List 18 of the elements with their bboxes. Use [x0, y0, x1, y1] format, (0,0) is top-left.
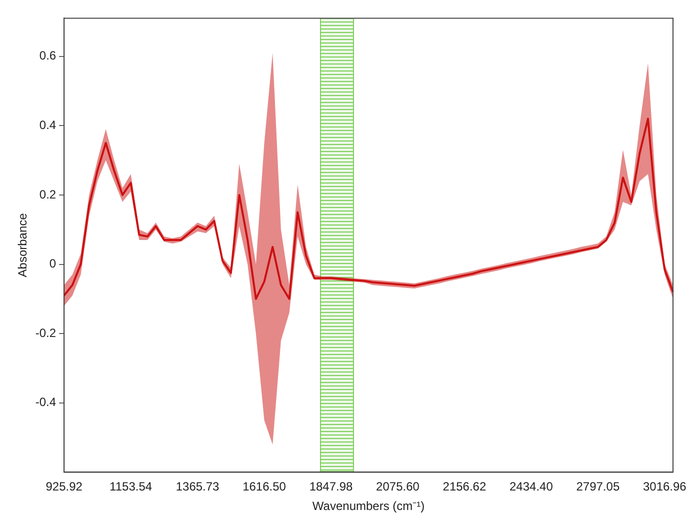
x-tick-label: 1153.54	[110, 480, 152, 494]
x-tick-label: 2797.05	[576, 480, 620, 494]
x-tick-label: 2075.60	[376, 480, 420, 494]
x-tick-label: 2434.40	[510, 480, 554, 494]
y-tick-label: 0.4	[39, 118, 56, 132]
y-tick-label: 0.2	[39, 187, 56, 202]
x-tick-label: 1616.50	[242, 480, 286, 494]
y-tick-label: -0.2	[35, 326, 56, 340]
x-axis-title: Wavenumbers (cm⁻¹)	[312, 499, 425, 514]
x-tick-label: 1847.98	[309, 480, 354, 494]
y-axis-title: Absorbance	[16, 212, 30, 278]
y-tick-label: -0.4	[35, 395, 56, 410]
y-tick-label: 0.6	[39, 48, 56, 63]
x-tick-label: 2156.62	[442, 480, 486, 494]
y-tick-label: 0	[49, 256, 56, 271]
x-tick-label: 925.92	[46, 480, 83, 494]
x-tick-label: 3016.96	[642, 480, 687, 494]
x-tick-label: 1365.73	[176, 480, 220, 494]
